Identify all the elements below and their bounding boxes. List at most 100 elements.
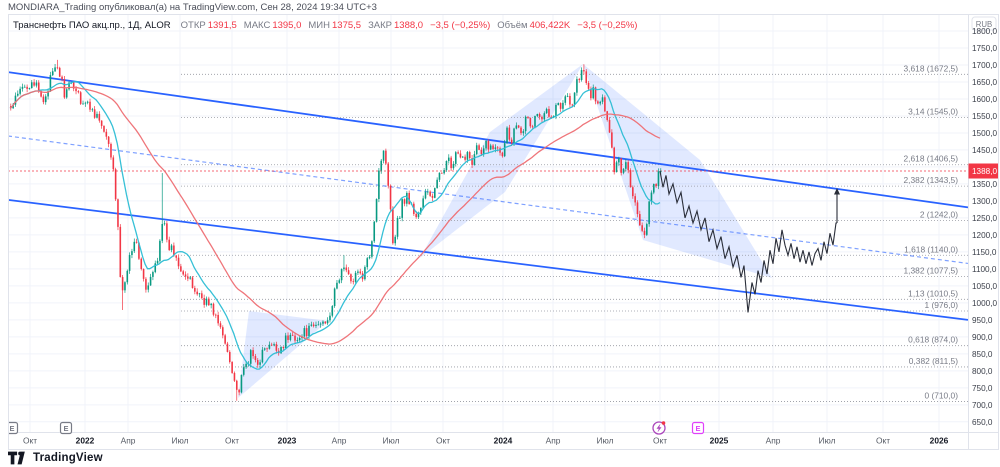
candle-body	[503, 143, 506, 157]
earnings-icon[interactable]	[691, 421, 705, 435]
candle-body	[16, 93, 19, 96]
low-label: МИН	[308, 20, 330, 31]
price-chart-canvas[interactable]: 3,618 (1672,5) 3,14 (1545,0) 2,618 (1406,5…	[8, 14, 999, 450]
projection-zigzag[interactable]	[659, 170, 837, 313]
high-value: 1395,0	[272, 20, 302, 31]
candle-body	[138, 242, 140, 259]
candle-body	[65, 89, 68, 98]
time-axis[interactable]	[8, 432, 968, 451]
candle-body	[231, 361, 233, 373]
time-axis-label[interactable]: Окт	[436, 436, 450, 446]
candle-body	[163, 223, 166, 225]
candle-body	[436, 179, 438, 189]
candle-body	[550, 116, 553, 118]
candle-body	[96, 113, 98, 118]
time-axis-label[interactable]: 2025	[710, 436, 729, 446]
candle-body	[91, 109, 94, 111]
low-value: 1375,5	[332, 20, 362, 31]
price-tick-label: 1650,0	[972, 78, 997, 87]
currency-pill[interactable]	[971, 16, 997, 31]
publish-info: MONDIARA_Trading опубликовал(а) на Tradi…	[8, 2, 377, 13]
time-axis-label[interactable]: Окт	[23, 436, 37, 446]
fib-level-label: 1,13 (1010,5)	[908, 288, 958, 298]
price-tick-label: 1050,0	[972, 282, 997, 291]
candle-body	[354, 272, 357, 282]
candle-body	[429, 191, 431, 196]
candle-body	[438, 172, 441, 180]
tradingview-logo-icon[interactable]	[8, 451, 28, 465]
candle-body	[459, 153, 462, 158]
candle-body	[357, 271, 359, 273]
candle-body	[487, 140, 490, 150]
channel-lower-line[interactable]	[8, 198, 969, 321]
candle-body	[303, 328, 306, 337]
candle-body	[105, 131, 108, 137]
time-axis-label[interactable]: Апр	[546, 436, 561, 446]
candle-body	[100, 120, 103, 126]
candle-body	[110, 143, 112, 158]
candle-body	[222, 327, 224, 336]
candle-body	[578, 79, 581, 81]
candle-body	[564, 96, 567, 103]
candle-body	[494, 147, 497, 149]
earnings-icon[interactable]	[8, 421, 19, 435]
channel-midline[interactable]	[8, 135, 969, 265]
fib-level-label: 1,382 (1077,5)	[904, 266, 959, 276]
candle-body	[54, 67, 56, 72]
ma-line-slow	[9, 86, 661, 345]
candle-body	[585, 71, 588, 83]
candle-body	[182, 271, 184, 275]
candle-body	[56, 67, 59, 69]
time-axis-label[interactable]: 2022	[76, 436, 95, 446]
fib-level-label: 1,618 (1140,0)	[904, 244, 958, 254]
close-label: ЗАКР	[368, 20, 393, 31]
candle-body	[203, 298, 205, 305]
candle-body	[308, 325, 310, 337]
time-axis-label[interactable]: Апр	[121, 436, 136, 446]
change-value: −3,5 (−0,25%)	[430, 20, 491, 31]
candle-body	[485, 140, 487, 149]
time-axis-label[interactable]: 2023	[278, 436, 297, 446]
tradingview-logo-text[interactable]: TradingView	[33, 452, 103, 464]
time-axis-label[interactable]: Июл	[596, 436, 613, 446]
candle-body	[317, 324, 320, 326]
candle-body	[124, 282, 126, 291]
time-axis-label[interactable]: Окт	[225, 436, 239, 446]
candle-body	[235, 380, 238, 390]
time-axis-label[interactable]: Апр	[766, 436, 781, 446]
candle-body	[23, 86, 26, 88]
candle-body	[646, 224, 648, 235]
candle-body	[159, 240, 161, 261]
time-axis-label[interactable]: 2024	[494, 436, 513, 446]
candle-body	[128, 255, 131, 271]
price-tick-label: 1550,0	[972, 112, 997, 121]
time-axis-label[interactable]: 2026	[930, 436, 949, 446]
time-axis-label[interactable]: Июл	[818, 436, 835, 446]
candle-body	[196, 291, 198, 295]
candle-body	[373, 221, 376, 242]
time-axis-label[interactable]: Июл	[171, 436, 188, 446]
candle-body	[86, 101, 89, 103]
price-axis[interactable]	[968, 14, 999, 450]
candle-body	[252, 350, 254, 357]
candle-body	[79, 92, 82, 104]
candle-body	[510, 139, 513, 144]
candle-body	[331, 306, 334, 316]
candle-body	[622, 168, 625, 173]
earnings-icon-letter: E	[695, 424, 700, 433]
earnings-icon[interactable]	[59, 421, 73, 435]
channel-upper-line[interactable]	[8, 71, 969, 209]
time-axis-label[interactable]: Окт	[876, 436, 890, 446]
candle-body	[543, 113, 546, 120]
time-axis-label[interactable]: Июл	[382, 436, 399, 446]
symbol-title[interactable]: Транснефть ПАО акц.пр., 1Д, ALOR	[13, 20, 171, 31]
candle-body	[545, 108, 548, 114]
candle-body	[44, 96, 47, 103]
candle-body	[126, 270, 129, 283]
time-axis-label[interactable]: Окт	[653, 436, 667, 446]
time-axis-label[interactable]: Апр	[332, 436, 347, 446]
candle-body	[513, 128, 515, 144]
candle-body	[606, 111, 609, 120]
candle-body	[21, 86, 24, 89]
candle-body	[650, 192, 653, 202]
